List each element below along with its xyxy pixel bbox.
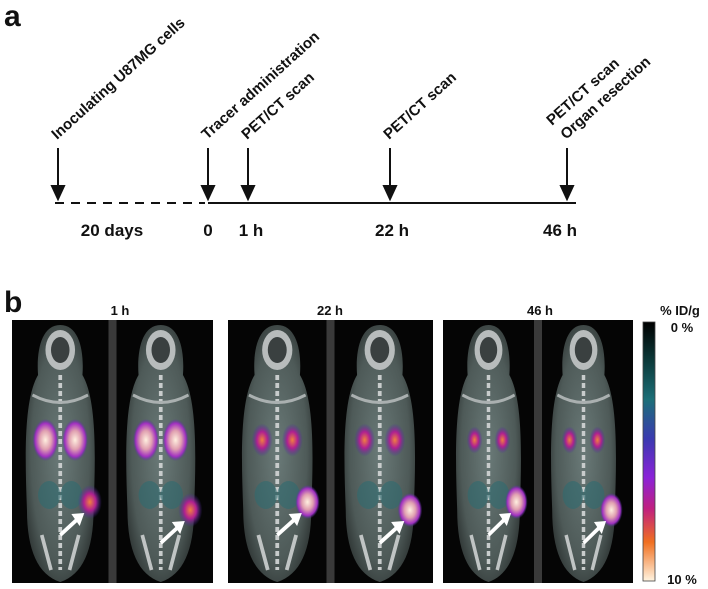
pet-images	[12, 320, 633, 584]
panel-label: b	[4, 286, 22, 319]
tumor-arrow	[59, 516, 80, 537]
time-label: 0	[203, 221, 212, 240]
tumor-arrow	[159, 524, 181, 545]
time-label: 1 h	[239, 221, 264, 240]
tumor-uptake	[178, 493, 203, 527]
tumor-uptake	[600, 493, 623, 527]
tumor-uptake	[397, 493, 423, 527]
tumor-arrow	[378, 524, 400, 545]
tumor-uptake	[505, 485, 528, 519]
tumor-arrowhead	[171, 521, 185, 534]
kidney-uptake	[354, 423, 376, 457]
kidney-uptake	[589, 426, 606, 454]
mouse	[342, 323, 423, 584]
colorbar-top: 0 %	[671, 320, 694, 335]
kidney-uptake	[133, 419, 159, 461]
event-label: PET/CT scan	[380, 69, 460, 143]
kidney-uptake	[251, 423, 273, 457]
tumor-arrow	[276, 516, 298, 537]
tumor-arrowhead	[71, 513, 85, 526]
kidney-uptake	[281, 423, 303, 457]
mouse	[124, 323, 203, 584]
kidney-uptake	[62, 419, 88, 461]
timepoint-label: 46 h	[527, 303, 553, 318]
colorbar-bottom: 10 %	[667, 572, 697, 587]
kidney-uptake	[494, 426, 511, 454]
mouse	[549, 323, 623, 584]
kidney-uptake	[561, 426, 578, 454]
image-divider	[326, 320, 335, 583]
mouse	[239, 323, 320, 584]
tumor-arrowhead	[593, 521, 607, 534]
kidney-uptake	[162, 419, 189, 461]
time-label: 46 h	[543, 221, 577, 240]
image-divider	[534, 320, 542, 583]
image-divider	[108, 320, 117, 583]
tumor-uptake	[77, 485, 102, 519]
kidney-uptake	[32, 419, 59, 461]
kidney-uptake	[384, 423, 406, 457]
kidney-uptake	[466, 426, 483, 454]
tumor-arrow	[582, 524, 603, 545]
timeline-arrows	[50, 148, 575, 202]
mouse	[23, 323, 102, 584]
time-label: 22 h	[375, 221, 409, 240]
event-label: Inoculating U87MG cells	[48, 14, 188, 143]
panel-label: a	[4, 0, 21, 33]
time-label: 20 days	[81, 221, 143, 240]
colorbar	[642, 321, 656, 582]
event-labels: Inoculating U87MG cells Tracer administr…	[48, 14, 654, 143]
tumor-arrowhead	[391, 521, 405, 534]
tumor-arrowhead	[498, 513, 512, 526]
colorbar-title: % ID/g	[660, 303, 700, 318]
tumor-uptake	[295, 485, 320, 519]
timepoint-label: 1 h	[111, 303, 130, 318]
mouse	[454, 323, 528, 584]
tumor-arrowhead	[288, 513, 302, 526]
timepoint-label: 22 h	[317, 303, 343, 318]
tumor-arrow	[487, 516, 508, 537]
